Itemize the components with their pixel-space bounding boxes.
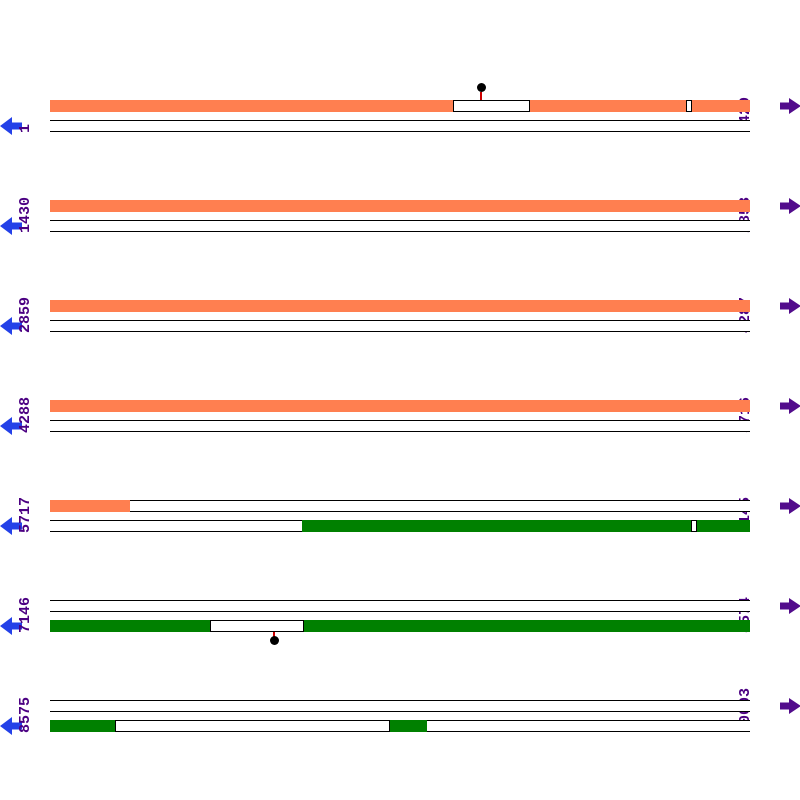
reverse-strand-left-arrow-icon[interactable] bbox=[0, 117, 23, 140]
forward-strand-right-arrow-icon[interactable] bbox=[780, 598, 800, 619]
site-marker-head-icon[interactable] bbox=[477, 83, 487, 92]
row-start-coordinate: 7146 bbox=[17, 596, 34, 633]
forward-strand-right-arrow-icon[interactable] bbox=[780, 198, 800, 219]
feature-segment[interactable] bbox=[390, 720, 428, 732]
feature-gap-box bbox=[453, 100, 531, 112]
feature-segment[interactable] bbox=[50, 400, 750, 412]
sequence-row: 5717 7145 bbox=[0, 480, 800, 560]
row-start-coordinate: 1 bbox=[17, 123, 34, 133]
forward-strand-right-arrow-icon[interactable] bbox=[780, 698, 800, 719]
feature-segment[interactable] bbox=[50, 300, 750, 312]
row-start-coordinate: 2859 bbox=[17, 296, 34, 333]
feature-segment[interactable] bbox=[50, 720, 116, 732]
feature-segment[interactable] bbox=[50, 200, 750, 212]
reverse-strand-track bbox=[50, 320, 750, 332]
forward-strand-track bbox=[50, 300, 750, 312]
forward-strand-right-arrow-icon[interactable] bbox=[780, 98, 800, 119]
reverse-strand-left-arrow-icon[interactable] bbox=[0, 417, 23, 440]
reverse-strand-left-arrow-icon[interactable] bbox=[0, 617, 23, 640]
sequence-row: 1 1429 bbox=[0, 80, 800, 160]
site-marker-stem bbox=[480, 92, 483, 100]
sequence-row: 1430 2858 bbox=[0, 180, 800, 260]
reverse-strand-track bbox=[50, 520, 750, 532]
sequence-row: 2859 4287 bbox=[0, 280, 800, 360]
feature-segment[interactable] bbox=[304, 620, 750, 632]
feature-gap-box bbox=[686, 100, 692, 112]
reverse-strand-track bbox=[50, 220, 750, 232]
row-start-coordinate: 4288 bbox=[17, 396, 34, 433]
forward-strand-track bbox=[50, 400, 750, 412]
site-marker-head-icon[interactable] bbox=[270, 636, 279, 645]
feature-gap-box bbox=[115, 720, 391, 732]
feature-segment[interactable] bbox=[50, 620, 211, 632]
row-start-coordinate: 5717 bbox=[17, 496, 34, 533]
feature-segment[interactable] bbox=[50, 100, 454, 112]
site-marker-stem bbox=[273, 632, 275, 637]
forward-strand-right-arrow-icon[interactable] bbox=[780, 298, 800, 319]
row-start-coordinate: 1430 bbox=[17, 196, 34, 233]
sequence-row: 4288 5716 bbox=[0, 380, 800, 460]
feature-segment[interactable] bbox=[302, 520, 692, 532]
feature-segment[interactable] bbox=[50, 500, 130, 512]
forward-strand-right-arrow-icon[interactable] bbox=[780, 398, 800, 419]
row-start-coordinate: 8575 bbox=[17, 696, 34, 733]
feature-segment[interactable] bbox=[530, 100, 687, 112]
forward-strand-track bbox=[50, 200, 750, 212]
forward-strand-track bbox=[50, 100, 750, 112]
reverse-strand-left-arrow-icon[interactable] bbox=[0, 217, 23, 240]
sequence-row: 7146 8574 bbox=[0, 580, 800, 660]
reverse-strand-left-arrow-icon[interactable] bbox=[0, 317, 23, 340]
feature-gap-box bbox=[210, 620, 305, 632]
sequence-row: 857510003 bbox=[0, 680, 800, 760]
reverse-strand-track bbox=[50, 120, 750, 132]
forward-strand-track bbox=[50, 500, 750, 512]
reverse-strand-track bbox=[50, 720, 750, 732]
feature-segment[interactable] bbox=[691, 100, 750, 112]
reverse-strand-track bbox=[50, 420, 750, 432]
feature-gap-box bbox=[691, 520, 697, 532]
forward-strand-right-arrow-icon[interactable] bbox=[780, 498, 800, 519]
forward-strand-track bbox=[50, 700, 750, 712]
reverse-strand-left-arrow-icon[interactable] bbox=[0, 717, 23, 740]
reverse-strand-track bbox=[50, 620, 750, 632]
feature-segment[interactable] bbox=[696, 520, 750, 532]
reverse-strand-left-arrow-icon[interactable] bbox=[0, 517, 23, 540]
forward-strand-track bbox=[50, 600, 750, 612]
